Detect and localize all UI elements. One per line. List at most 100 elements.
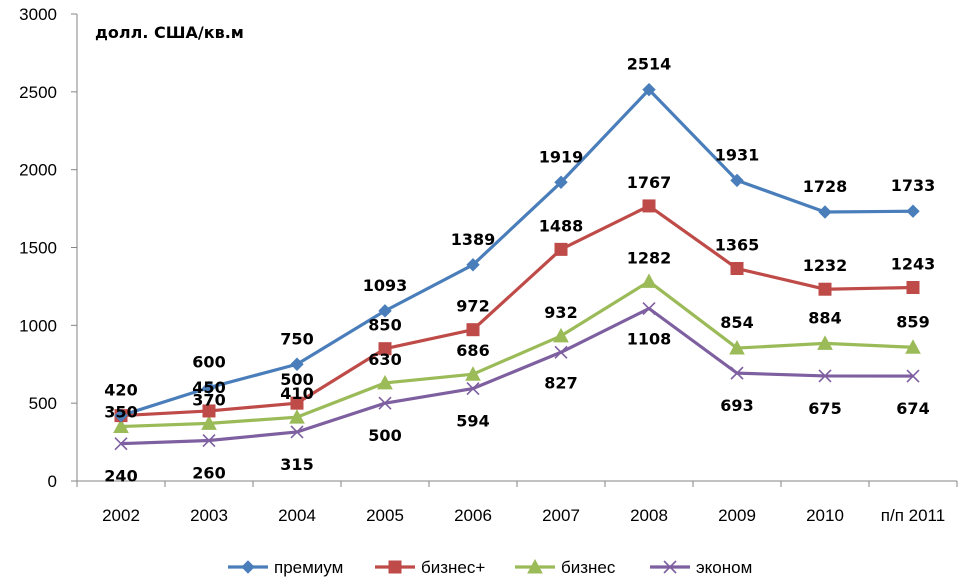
data-label: 1365 <box>715 236 760 255</box>
series-0-point <box>554 175 568 189</box>
series-lines <box>120 88 914 446</box>
y-tick-label: 0 <box>48 472 57 491</box>
axes: 0 500 1000 1500 2000 2500 3000 2002 2003 2004 2005… <box>19 5 958 525</box>
data-label: 859 <box>896 312 929 331</box>
series-1-point <box>642 199 656 213</box>
x-tick-label: 2005 <box>366 506 404 525</box>
series-2-point <box>289 409 305 424</box>
series-2-point <box>905 339 921 354</box>
series-1-point <box>730 262 744 276</box>
legend-marker <box>663 560 677 574</box>
data-label: 450 <box>192 378 225 397</box>
series-1-point <box>906 281 920 295</box>
legend-label: бизнес+ <box>421 558 485 577</box>
data-label: 1093 <box>363 276 408 295</box>
legend-marker <box>388 560 402 574</box>
markers <box>113 82 921 451</box>
series-2-point <box>729 340 745 355</box>
y-tick-label: 500 <box>29 394 57 413</box>
y-tick-label: 1500 <box>19 239 57 258</box>
x-tick-label: п/п 2011 <box>881 506 945 525</box>
series-1-point <box>290 396 304 410</box>
data-label: 1728 <box>803 177 848 196</box>
data-label: 674 <box>896 399 929 418</box>
data-label: 2514 <box>627 55 672 74</box>
series-line-3 <box>120 306 914 446</box>
y-axis-unit-label: долл. США/кв.м <box>95 23 244 42</box>
series-2-point <box>817 335 833 350</box>
series-0-point <box>642 82 656 97</box>
series-2-point <box>201 415 217 430</box>
marker-x-stroke <box>642 301 656 316</box>
x-tick-label: 2003 <box>190 506 228 525</box>
data-label: 1282 <box>627 248 672 267</box>
marker-x-stroke <box>466 381 480 396</box>
series-0-point <box>290 357 304 371</box>
series-0-point <box>114 408 128 423</box>
legend-item-2: бизнес <box>515 558 616 577</box>
marker-x-stroke <box>554 345 568 359</box>
data-label: 350 <box>104 403 137 422</box>
series-3-point <box>642 301 656 316</box>
data-label: 600 <box>192 353 225 372</box>
series-3-point <box>114 437 128 451</box>
legend-item-1: бизнес+ <box>375 558 485 577</box>
series-1-point <box>818 282 832 296</box>
y-tick-label: 2000 <box>19 161 57 180</box>
marker-x-stroke <box>730 366 744 380</box>
data-label: 500 <box>280 370 313 389</box>
x-tick-label: 2008 <box>630 506 668 525</box>
data-label: 1389 <box>451 230 496 249</box>
series-0-point <box>906 204 920 218</box>
data-label: 1232 <box>803 256 848 275</box>
series-line-0 <box>120 88 914 418</box>
marker-x-stroke <box>663 560 677 574</box>
series-0-point <box>466 258 480 272</box>
data-label: 827 <box>544 373 577 392</box>
data-labels: 420 600 750 1093 1389 1919 2514 1931 1728 1733 350… <box>104 55 935 486</box>
series-1-point <box>378 342 392 356</box>
data-label: 410 <box>280 384 313 403</box>
series-1-point <box>466 323 480 337</box>
data-label: 750 <box>280 329 313 348</box>
series-1-point <box>202 404 216 418</box>
data-label: 884 <box>808 308 841 327</box>
data-label: 260 <box>192 464 225 483</box>
data-label: 1488 <box>539 216 584 235</box>
series-0-point <box>818 205 832 219</box>
marker-x-stroke <box>202 433 216 448</box>
series-0-point <box>730 173 744 188</box>
legend-label: бизнес <box>561 558 616 577</box>
data-label: 686 <box>456 341 489 360</box>
data-label: 1733 <box>891 176 936 195</box>
data-label: 500 <box>368 426 401 445</box>
series-0-point <box>378 304 392 318</box>
series-3-point <box>818 369 832 383</box>
legend-label: эконом <box>696 558 752 577</box>
series-2-point <box>465 366 481 381</box>
series-line-1 <box>120 204 914 418</box>
y-tick-label: 3000 <box>19 5 57 24</box>
data-label: 594 <box>456 412 489 431</box>
series-3-point <box>730 366 744 380</box>
data-label: 1767 <box>627 173 672 192</box>
y-tick-label: 2500 <box>19 83 57 102</box>
data-label: 1931 <box>715 145 760 164</box>
marker-x-stroke <box>378 396 392 410</box>
data-label: 972 <box>456 297 489 316</box>
data-label: 693 <box>720 396 753 415</box>
marker-x-stroke <box>906 369 920 383</box>
x-tick-label: 2004 <box>278 506 316 525</box>
x-tick-label: 2010 <box>806 506 844 525</box>
series-2-point <box>553 327 569 343</box>
data-label: 1108 <box>627 330 672 349</box>
x-tick-label: 2006 <box>454 506 492 525</box>
data-label: 1919 <box>539 147 584 166</box>
data-label: 370 <box>192 390 225 409</box>
series-3-point <box>290 425 304 439</box>
series-0-point <box>202 380 216 395</box>
series-2-point <box>641 273 657 288</box>
series-line-2 <box>120 279 914 429</box>
series-3-point <box>202 433 216 448</box>
